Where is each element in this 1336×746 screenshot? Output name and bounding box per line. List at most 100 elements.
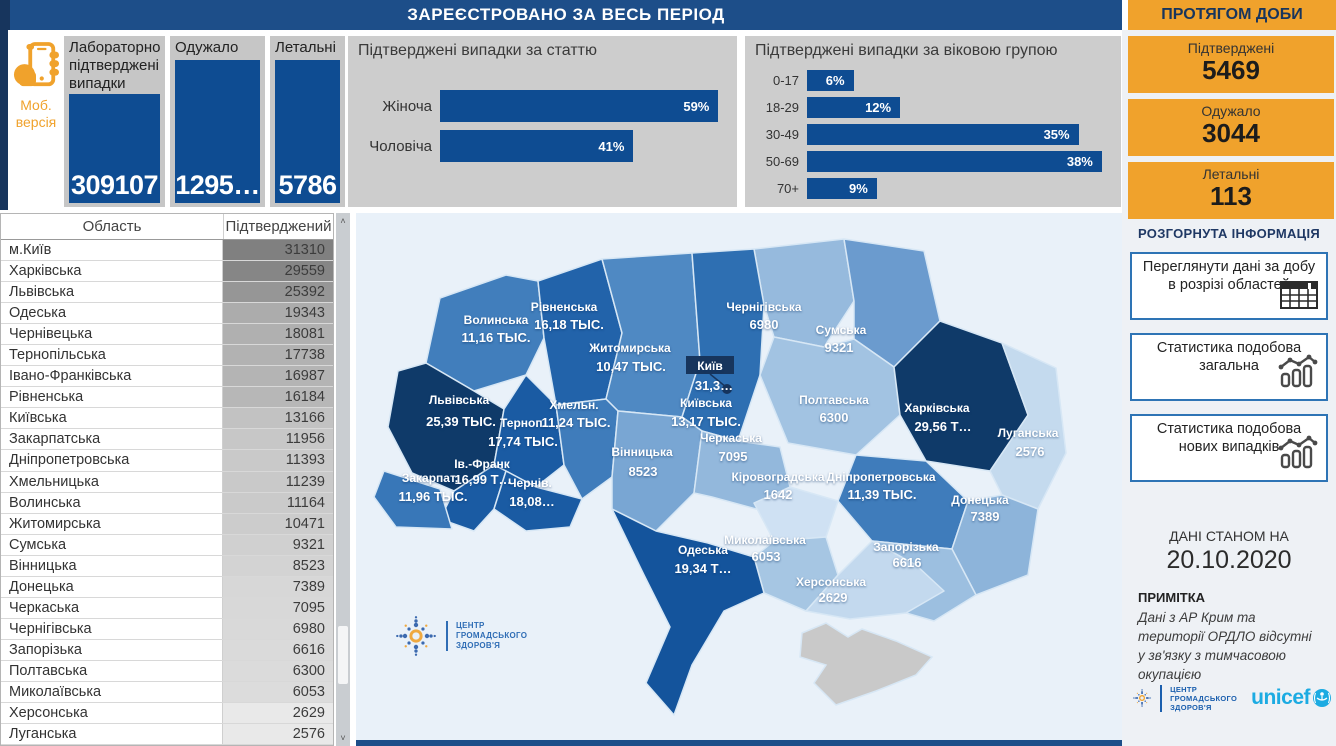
value-label: 35% bbox=[1043, 127, 1070, 142]
region-kyiv-city[interactable] bbox=[722, 384, 732, 394]
phc-logo-text: ЦЕНТР ГРОМАДСЬКОГО ЗДОРОВ'Я bbox=[1160, 684, 1237, 712]
confirmed-value-cell: 8523 bbox=[223, 555, 333, 576]
table-grid-icon bbox=[1280, 281, 1318, 314]
region-kirovohrad[interactable] bbox=[753, 486, 839, 542]
value-label: 9% bbox=[849, 181, 868, 196]
confirmed-value-cell: 6980 bbox=[223, 618, 333, 639]
table-row[interactable]: Дніпропетровська 11393 bbox=[1, 450, 333, 472]
table-row[interactable]: Запорізька 6616 bbox=[1, 639, 333, 661]
region-vinnytsia[interactable] bbox=[611, 410, 703, 532]
table-row[interactable]: Черкаська 7095 bbox=[1, 597, 333, 619]
bar[interactable]: 35% bbox=[807, 124, 1079, 145]
confirmed-value-cell: 16184 bbox=[223, 387, 333, 408]
confirmed-value-cell: 6616 bbox=[223, 639, 333, 660]
confirmed-value-cell: 2576 bbox=[223, 724, 333, 745]
region-chernivtsi[interactable] bbox=[493, 470, 583, 532]
region-label: Черкаська bbox=[700, 431, 762, 445]
table-scrollbar[interactable]: ˄ ˅ bbox=[336, 213, 350, 746]
table-row[interactable]: Житомирська 10471 bbox=[1, 513, 333, 535]
bar[interactable]: 38% bbox=[807, 151, 1102, 172]
region-name-cell: Черкаська bbox=[1, 597, 223, 618]
bar-row-18-29[interactable]: 18-29 12% bbox=[755, 97, 1111, 118]
gender-chart-panel: Підтверджені випадки за статтю Жіноча 59%… bbox=[348, 36, 737, 207]
gender-chart-title: Підтверджені випадки за статтю bbox=[358, 42, 597, 59]
bar[interactable]: 59% bbox=[440, 90, 719, 122]
table-header-row: Область Підтверджений bbox=[1, 214, 333, 240]
region-name-cell: Чернівецька bbox=[1, 324, 223, 345]
table-row[interactable]: Волинська 11164 bbox=[1, 492, 333, 514]
category-label: 70+ bbox=[776, 181, 799, 196]
region-name-cell: Одеська bbox=[1, 303, 223, 324]
region-zakarpattia[interactable] bbox=[373, 470, 453, 530]
bar-row-70+[interactable]: 70+ 9% bbox=[755, 178, 1111, 199]
category-label: 0-17 bbox=[772, 73, 799, 88]
region-value-label: 13,17 ТЫС. bbox=[671, 414, 741, 429]
daily-stats-new-cases-button[interactable]: Статистика подобова нових випадків bbox=[1130, 414, 1328, 482]
table-row[interactable]: Львівська 25392 bbox=[1, 282, 333, 304]
table-row[interactable]: Луганська 2576 bbox=[1, 724, 333, 746]
table-row[interactable]: Київська 13166 bbox=[1, 408, 333, 430]
table-row[interactable]: Полтавська 6300 bbox=[1, 660, 333, 682]
region-value-label: 6053 bbox=[752, 549, 781, 564]
table-row[interactable]: Одеська 19343 bbox=[1, 303, 333, 325]
table-row[interactable]: Рівненська 16184 bbox=[1, 387, 333, 409]
mobile-version-label: Моб. версія bbox=[15, 97, 57, 130]
confirmed-value-cell: 7095 bbox=[223, 597, 333, 618]
table-row[interactable]: Харківська 29559 bbox=[1, 261, 333, 283]
value-label: 38% bbox=[1066, 154, 1093, 169]
confirmed-value-cell: 2629 bbox=[223, 703, 333, 724]
bar-row-30-49[interactable]: 30-49 35% bbox=[755, 124, 1111, 145]
table-row[interactable]: Івано-Франківська 16987 bbox=[1, 366, 333, 388]
scrollbar-thumb[interactable] bbox=[338, 626, 348, 684]
table-row[interactable]: Чернівецька 18081 bbox=[1, 324, 333, 346]
column-header-region[interactable]: Область bbox=[1, 214, 224, 239]
confirmed-value-cell: 9321 bbox=[223, 534, 333, 555]
confirmed-value-cell: 19343 bbox=[223, 303, 333, 324]
bar-row-Жіноча[interactable]: Жіноча 59% bbox=[358, 90, 727, 122]
kpi-title: Одужало bbox=[175, 39, 239, 56]
region-name-cell: Донецька bbox=[1, 576, 223, 597]
region-name-cell: Тернопільська bbox=[1, 345, 223, 366]
table-row[interactable]: Вінницька 8523 bbox=[1, 555, 333, 577]
region-value-label: 6300 bbox=[820, 410, 849, 425]
region-name-cell: Хмельницька bbox=[1, 471, 223, 492]
bar-row-50-69[interactable]: 50-69 38% bbox=[755, 151, 1111, 172]
table-row[interactable]: Закарпатська 11956 bbox=[1, 429, 333, 451]
region-value-label: 18,08… bbox=[509, 494, 555, 509]
daily-stats-total-button[interactable]: Статистика подобова загальна bbox=[1130, 333, 1328, 401]
age-chart-title: Підтверджені випадки за віковою групою bbox=[755, 42, 1058, 59]
scroll-down-arrow[interactable]: ˅ bbox=[336, 730, 350, 746]
bar-row-0-17[interactable]: 0-17 6% bbox=[755, 70, 1111, 91]
kpi-card-confirmed-total: Лабораторно підтверджені випадки 309107 bbox=[64, 36, 165, 207]
view-daily-by-region-button[interactable]: Переглянути дані за добу в розрізі облас… bbox=[1130, 252, 1328, 320]
scroll-up-arrow[interactable]: ˄ bbox=[336, 213, 350, 229]
confirmed-value-cell: 29559 bbox=[223, 261, 333, 282]
region-label: Ів.-Франк bbox=[454, 457, 511, 471]
region-value-label: 6980 bbox=[750, 317, 779, 332]
region-odesa[interactable] bbox=[611, 508, 765, 716]
region-khmelnytskyi[interactable] bbox=[555, 398, 619, 500]
mobile-version-link[interactable]: Моб. версія bbox=[8, 34, 64, 210]
table-row[interactable]: Чернігівська 6980 bbox=[1, 618, 333, 640]
table-row[interactable]: Хмельницька 11239 bbox=[1, 471, 333, 493]
kyiv-label: Київ bbox=[697, 359, 722, 373]
bar[interactable]: 9% bbox=[807, 178, 877, 199]
table-row[interactable]: Донецька 7389 bbox=[1, 576, 333, 598]
table-row[interactable]: Сумська 9321 bbox=[1, 534, 333, 556]
table-row[interactable]: Херсонська 2629 bbox=[1, 703, 333, 725]
table-row[interactable]: Тернопільська 17738 bbox=[1, 345, 333, 367]
region-label: Рівненська bbox=[531, 300, 598, 314]
value-label: 41% bbox=[598, 138, 625, 154]
bar[interactable]: 41% bbox=[440, 130, 634, 162]
bar[interactable]: 12% bbox=[807, 97, 901, 118]
region-value-label: 2629 bbox=[819, 590, 848, 605]
bar-row-Чоловіча[interactable]: Чоловіча 41% bbox=[358, 130, 727, 162]
table-row[interactable]: Миколаївська 6053 bbox=[1, 681, 333, 704]
bar[interactable]: 6% bbox=[807, 70, 854, 91]
region-value-label: 1642 bbox=[764, 487, 793, 502]
region-kherson[interactable] bbox=[805, 540, 945, 620]
region-label: Донецька bbox=[951, 493, 1009, 507]
column-header-confirmed[interactable]: Підтверджений bbox=[225, 218, 332, 235]
table-row[interactable]: м.Київ 31310 bbox=[1, 240, 333, 262]
